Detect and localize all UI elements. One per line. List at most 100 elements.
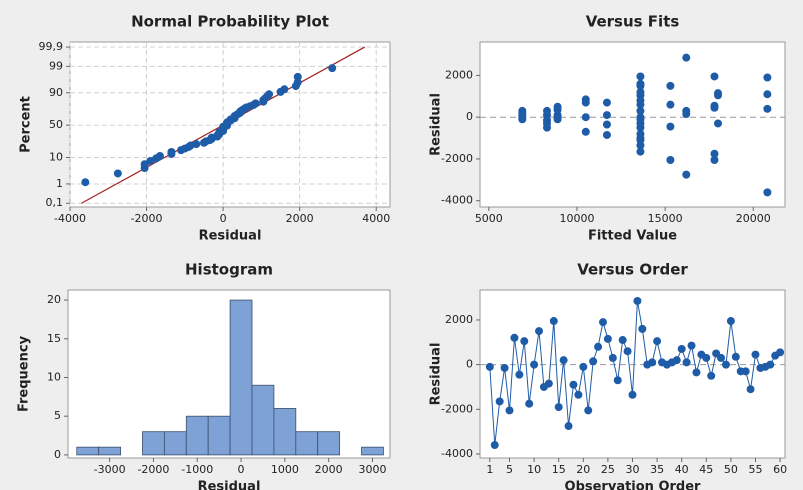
point bbox=[717, 353, 726, 362]
point bbox=[500, 363, 509, 372]
x-tick-label: 20000 bbox=[736, 212, 771, 225]
point bbox=[682, 110, 691, 119]
point bbox=[636, 81, 645, 90]
point bbox=[710, 103, 719, 112]
point bbox=[554, 403, 563, 412]
point bbox=[776, 348, 785, 357]
bar bbox=[361, 446, 384, 456]
point bbox=[544, 379, 553, 388]
x-tick-label: 2000 bbox=[315, 463, 343, 476]
y-tick-label: 20 bbox=[47, 293, 61, 306]
y-tick-label: 10 bbox=[49, 151, 63, 164]
point bbox=[485, 362, 494, 371]
point bbox=[192, 140, 201, 149]
point bbox=[602, 111, 611, 120]
y-tick-label: 1 bbox=[56, 177, 63, 190]
point bbox=[515, 370, 524, 379]
point bbox=[682, 358, 691, 367]
point bbox=[763, 188, 772, 197]
y-tick-label: -4000 bbox=[441, 194, 473, 207]
x-tick-label: 45 bbox=[699, 463, 713, 476]
point bbox=[648, 358, 657, 367]
y-axis-label: Frequency bbox=[17, 335, 32, 412]
point bbox=[666, 81, 675, 90]
y-tick-label: 5 bbox=[54, 409, 61, 422]
point bbox=[653, 337, 662, 346]
bar bbox=[98, 446, 121, 456]
point bbox=[623, 347, 632, 356]
point bbox=[581, 98, 590, 107]
point bbox=[564, 422, 573, 431]
point bbox=[602, 130, 611, 139]
point bbox=[710, 156, 719, 165]
point bbox=[763, 104, 772, 113]
x-tick-label: 2000 bbox=[286, 212, 314, 225]
point bbox=[510, 333, 519, 342]
y-axis-label: Percent bbox=[19, 96, 34, 153]
point bbox=[766, 360, 775, 369]
x-tick-label: -1000 bbox=[181, 463, 213, 476]
point bbox=[613, 376, 622, 385]
point bbox=[638, 324, 647, 333]
bar bbox=[76, 446, 100, 456]
x-tick-label: 15 bbox=[552, 463, 566, 476]
point bbox=[280, 85, 289, 94]
point bbox=[598, 318, 607, 327]
point bbox=[608, 353, 617, 362]
point bbox=[628, 390, 637, 399]
x-tick-label: 5 bbox=[506, 463, 513, 476]
x-axis-label: Observation Order bbox=[565, 480, 702, 490]
point bbox=[710, 149, 719, 158]
bar bbox=[317, 431, 341, 456]
point bbox=[581, 127, 590, 136]
y-tick-label: 0 bbox=[466, 110, 473, 123]
y-tick-label: 10 bbox=[47, 370, 61, 383]
point bbox=[672, 356, 681, 365]
y-tick-label: 2000 bbox=[445, 313, 473, 326]
point bbox=[677, 344, 686, 353]
point bbox=[293, 72, 302, 81]
point bbox=[702, 353, 711, 362]
point bbox=[251, 99, 260, 108]
line bbox=[489, 300, 781, 446]
point bbox=[741, 367, 750, 376]
bar bbox=[163, 431, 187, 456]
point bbox=[167, 148, 176, 157]
y-tick-label: 99,9 bbox=[39, 40, 64, 53]
point bbox=[666, 156, 675, 165]
bar bbox=[207, 415, 231, 456]
point bbox=[581, 113, 590, 122]
point bbox=[618, 336, 627, 345]
point bbox=[636, 141, 645, 150]
y-tick-label: 50 bbox=[49, 118, 63, 131]
x-tick-label: 20 bbox=[576, 463, 590, 476]
point bbox=[589, 357, 598, 366]
point bbox=[594, 342, 603, 351]
point bbox=[751, 350, 760, 359]
point bbox=[636, 72, 645, 81]
point bbox=[265, 90, 274, 99]
point bbox=[602, 120, 611, 129]
point bbox=[636, 106, 645, 115]
x-tick-label: 1000 bbox=[271, 463, 299, 476]
point bbox=[495, 397, 504, 406]
y-tick-label: -2000 bbox=[441, 152, 473, 165]
bar bbox=[185, 415, 209, 456]
bar bbox=[229, 299, 253, 456]
y-tick-label: -2000 bbox=[441, 402, 473, 415]
point bbox=[574, 390, 583, 399]
point bbox=[535, 327, 544, 336]
y-tick-label: 0 bbox=[54, 448, 61, 461]
x-tick-label: 35 bbox=[650, 463, 664, 476]
point bbox=[559, 356, 568, 365]
y-axis-label: Residual bbox=[429, 93, 444, 156]
chart-title: Versus Fits bbox=[586, 13, 680, 31]
x-axis-label: Residual bbox=[198, 480, 261, 490]
point bbox=[714, 119, 723, 128]
point bbox=[636, 100, 645, 109]
point bbox=[505, 406, 514, 415]
point bbox=[490, 441, 499, 450]
plot-area bbox=[479, 289, 786, 459]
chart-title: Normal Probability Plot bbox=[131, 13, 329, 31]
